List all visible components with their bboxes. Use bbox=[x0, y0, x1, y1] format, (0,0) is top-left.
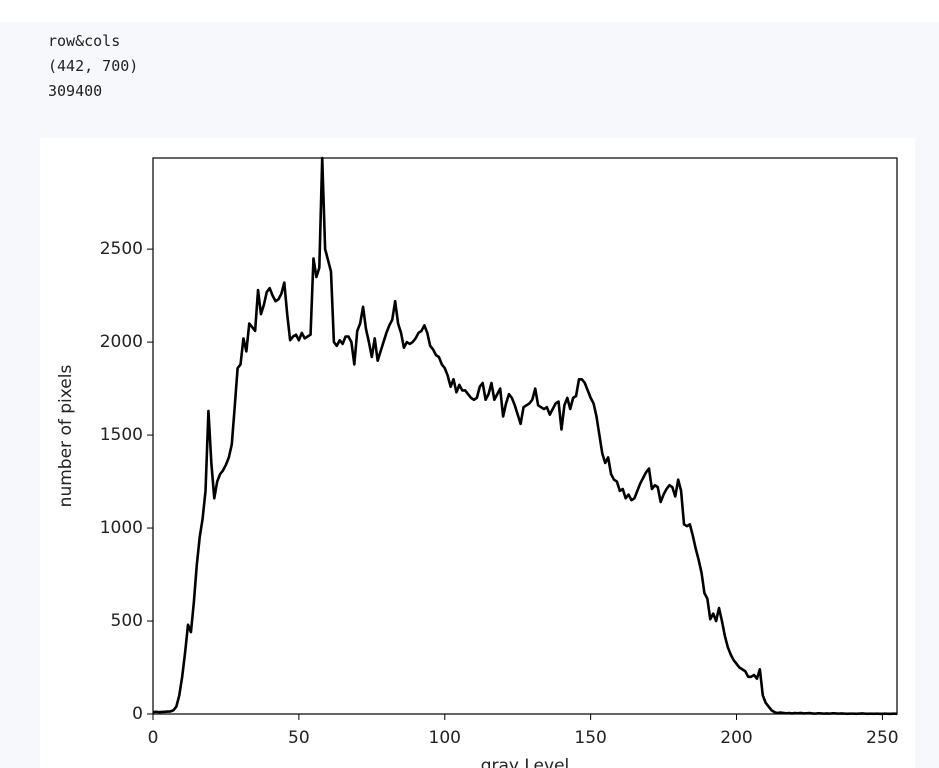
y-axis-label: number of pixels bbox=[56, 365, 76, 508]
x-tick-label: 50 bbox=[288, 728, 310, 748]
figure-background bbox=[40, 138, 915, 768]
output-line: 309400 bbox=[48, 82, 103, 100]
x-tick-label: 150 bbox=[574, 728, 606, 748]
y-tick-label: 2500 bbox=[100, 239, 143, 259]
y-tick-label: 2000 bbox=[100, 332, 143, 352]
y-tick-label: 1500 bbox=[100, 425, 143, 445]
histogram-line bbox=[152, 156, 898, 716]
x-tick-label: 100 bbox=[429, 728, 461, 748]
output-line: row&cols bbox=[48, 32, 121, 50]
x-axis-label: gray Level bbox=[481, 756, 570, 768]
y-tick-label: 500 bbox=[111, 611, 143, 631]
y-tick-label: 0 bbox=[132, 704, 143, 724]
x-tick-label: 0 bbox=[148, 728, 159, 748]
axes-frame bbox=[152, 157, 898, 715]
output-line: (442, 700) bbox=[48, 57, 139, 75]
x-tick-label: 250 bbox=[866, 728, 898, 748]
y-tick-label: 1000 bbox=[100, 518, 143, 538]
x-tick-label: 200 bbox=[720, 728, 752, 748]
